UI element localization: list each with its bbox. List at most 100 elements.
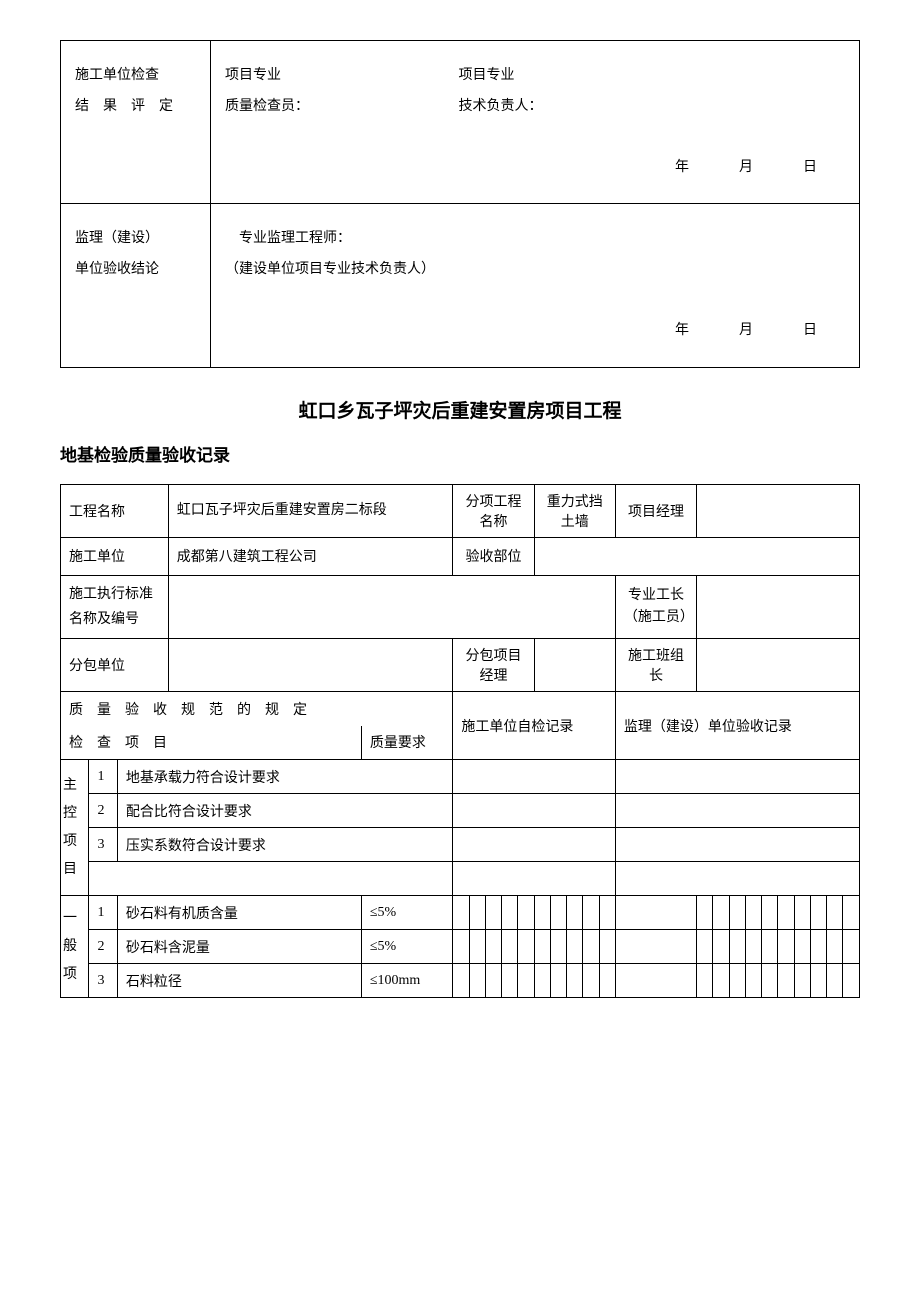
sig-row1-col1-line2: 质量检查员： bbox=[225, 92, 455, 123]
sig-row1-body: 项目专业 质量检查员： 项目专业 技术负责人： 年 月 日 bbox=[211, 41, 860, 204]
main-row-empty-sup bbox=[615, 862, 859, 896]
cell bbox=[843, 930, 860, 964]
sig-row1-col2-line2: 技术负责人： bbox=[459, 92, 543, 123]
main-row-3-sup bbox=[615, 828, 859, 862]
cell bbox=[599, 964, 615, 998]
cell bbox=[518, 930, 534, 964]
cell bbox=[843, 964, 860, 998]
sig-row2-line2: （建设单位项目专业技术负责人） bbox=[225, 255, 845, 286]
sub-project-label: 分项工程名称 bbox=[453, 484, 534, 537]
cell bbox=[485, 896, 501, 930]
cell bbox=[583, 930, 599, 964]
gen-row-3-name: 石料粒径 bbox=[117, 964, 361, 998]
gen-row-1-name: 砂石料有机质含量 bbox=[117, 896, 361, 930]
cell bbox=[827, 896, 843, 930]
cell bbox=[469, 930, 485, 964]
sig-row2-line1: 专业监理工程师： bbox=[225, 224, 845, 255]
cell bbox=[599, 896, 615, 930]
main-row-2-name: 配合比符合设计要求 bbox=[117, 794, 452, 828]
cell bbox=[502, 964, 518, 998]
self-check-header: 施工单位自检记录 bbox=[453, 692, 616, 760]
project-name-label: 工程名称 bbox=[61, 484, 169, 537]
cell bbox=[778, 896, 794, 930]
cell bbox=[827, 964, 843, 998]
cell bbox=[615, 896, 696, 930]
subcontract-label: 分包单位 bbox=[61, 639, 169, 692]
gen-row-3-num: 3 bbox=[89, 964, 117, 998]
pm-value bbox=[697, 484, 860, 537]
foreman-value bbox=[697, 575, 860, 638]
sig-row1-col2: 项目专业 技术负责人： bbox=[459, 61, 543, 123]
cell bbox=[534, 896, 550, 930]
gen-row-2-req: ≤5% bbox=[361, 930, 452, 964]
cell bbox=[810, 964, 826, 998]
cell bbox=[762, 930, 778, 964]
cell bbox=[550, 930, 566, 964]
gen-row-1-num: 1 bbox=[89, 896, 117, 930]
cell bbox=[485, 930, 501, 964]
sig-row1-label-line2: 结 果 评 定 bbox=[75, 92, 196, 123]
cell bbox=[485, 964, 501, 998]
main-row-empty-self bbox=[453, 862, 616, 896]
cell bbox=[794, 896, 810, 930]
cell bbox=[502, 896, 518, 930]
cell bbox=[583, 964, 599, 998]
standard-label: 施工执行标准名称及编号 bbox=[61, 575, 169, 638]
cell bbox=[762, 896, 778, 930]
info-table: 工程名称 虹口瓦子坪灾后重建安置房二标段 分项工程名称 重力式挡土墙 项目经理 … bbox=[60, 484, 860, 998]
sig-row2-label: 监理（建设） 单位验收结论 bbox=[61, 204, 211, 367]
cell bbox=[810, 896, 826, 930]
main-row-3-name: 压实系数符合设计要求 bbox=[117, 828, 452, 862]
cell bbox=[810, 930, 826, 964]
cell bbox=[518, 896, 534, 930]
cell bbox=[713, 930, 729, 964]
sig-row1-date: 年 月 日 bbox=[225, 153, 845, 184]
accept-part-label: 验收部位 bbox=[453, 537, 534, 575]
general-group-label: 一般项 bbox=[61, 896, 89, 998]
cell bbox=[713, 896, 729, 930]
sig-row2-label-line1: 监理（建设） bbox=[75, 224, 196, 255]
main-row-1-self bbox=[453, 760, 616, 794]
cell bbox=[453, 964, 469, 998]
sig-row2-body: 专业监理工程师： （建设单位项目专业技术负责人） 年 月 日 bbox=[211, 204, 860, 367]
cell bbox=[762, 964, 778, 998]
cell bbox=[794, 930, 810, 964]
sig-row1-col2-line1: 项目专业 bbox=[459, 61, 543, 92]
gen-row-3-req: ≤100mm bbox=[361, 964, 452, 998]
cell bbox=[729, 896, 745, 930]
team-leader-label: 施工班组长 bbox=[615, 639, 696, 692]
sub-pm-label: 分包项目经理 bbox=[453, 639, 534, 692]
cell bbox=[713, 964, 729, 998]
gen-row-1-req: ≤5% bbox=[361, 896, 452, 930]
cell bbox=[502, 930, 518, 964]
pm-label: 项目经理 bbox=[615, 484, 696, 537]
page-title: 虹口乡瓦子坪灾后重建安置房项目工程 bbox=[60, 396, 860, 423]
sig-row1-label-line1: 施工单位检查 bbox=[75, 61, 196, 92]
cell bbox=[567, 896, 583, 930]
main-row-1-sup bbox=[615, 760, 859, 794]
cell bbox=[453, 896, 469, 930]
quality-req-header: 质量要求 bbox=[361, 726, 452, 760]
sub-project-value: 重力式挡土墙 bbox=[534, 484, 615, 537]
cell bbox=[469, 964, 485, 998]
cell bbox=[745, 964, 761, 998]
main-row-empty bbox=[89, 862, 453, 896]
cell bbox=[550, 964, 566, 998]
cell bbox=[453, 930, 469, 964]
main-row-2-num: 2 bbox=[89, 794, 117, 828]
standard-value bbox=[168, 575, 615, 638]
main-row-3-self bbox=[453, 828, 616, 862]
foreman-label: 专业工长（施工员） bbox=[615, 575, 696, 638]
cell bbox=[615, 964, 696, 998]
cell bbox=[794, 964, 810, 998]
cell bbox=[827, 930, 843, 964]
cell bbox=[534, 964, 550, 998]
cell bbox=[567, 930, 583, 964]
cell bbox=[615, 930, 696, 964]
sig-row2-label-line2: 单位验收结论 bbox=[75, 255, 196, 286]
project-name-value: 虹口瓦子坪灾后重建安置房二标段 bbox=[168, 484, 453, 537]
cell bbox=[583, 896, 599, 930]
cell bbox=[599, 930, 615, 964]
main-row-3-num: 3 bbox=[89, 828, 117, 862]
gen-row-2-name: 砂石料含泥量 bbox=[117, 930, 361, 964]
